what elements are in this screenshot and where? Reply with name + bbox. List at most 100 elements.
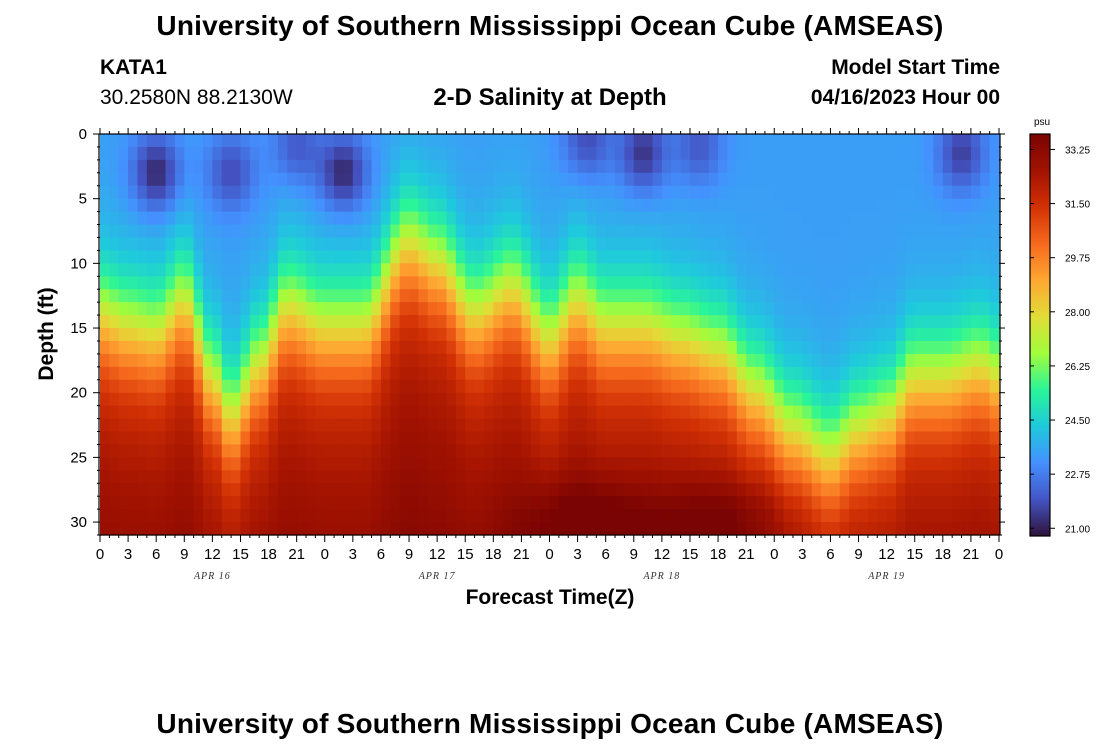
heatmap-cell (380, 146, 391, 161)
colorbar-tick-label: 24.50 (1065, 416, 1090, 427)
heatmap-cell (530, 457, 541, 471)
heatmap-cell (783, 431, 794, 446)
heatmap-cell (577, 159, 588, 174)
heatmap-cell (334, 496, 345, 510)
heatmap-cell (174, 224, 185, 239)
heatmap-cell (437, 263, 448, 277)
heatmap-cell (427, 444, 438, 458)
heatmap-cell (624, 289, 635, 303)
heatmap-cell (699, 496, 710, 510)
heatmap-cell (174, 276, 185, 290)
heatmap-cell (437, 522, 448, 536)
heatmap-cell (521, 340, 532, 355)
heatmap-cell (465, 366, 476, 381)
heatmap-cell (549, 457, 560, 471)
heatmap-cell (718, 211, 729, 226)
heatmap-cell (287, 444, 298, 458)
heatmap-cell (455, 379, 466, 394)
heatmap-cell (802, 457, 813, 471)
heatmap-cell (736, 522, 747, 536)
heatmap-cell (259, 146, 270, 161)
heatmap-cell (446, 444, 457, 458)
heatmap-cell (558, 366, 569, 381)
heatmap-cell (989, 302, 1000, 316)
heatmap-cell (156, 250, 167, 264)
heatmap-cell (858, 211, 869, 226)
heatmap-cell (989, 263, 1000, 277)
heatmap-cell (989, 509, 1000, 523)
heatmap-cell (933, 405, 944, 420)
heatmap-cell (942, 302, 953, 316)
heatmap-cell (174, 198, 185, 213)
heatmap-cell (277, 470, 288, 484)
x-tick-label: 21 (288, 546, 305, 563)
station-coords: 30.2580N 88.2130W (100, 86, 293, 109)
heatmap-cell (811, 496, 822, 510)
heatmap-cell (774, 470, 785, 484)
heatmap-cell (774, 522, 785, 536)
heatmap-cell (259, 159, 270, 174)
heatmap-cell (989, 134, 1000, 148)
heatmap-cell (221, 211, 232, 226)
heatmap-cell (446, 353, 457, 368)
heatmap-cell (146, 263, 157, 277)
heatmap-cell (821, 198, 832, 213)
heatmap-cell (615, 509, 626, 523)
heatmap-cell (465, 328, 476, 342)
heatmap-cell (128, 211, 139, 226)
heatmap-cell (802, 483, 813, 497)
heatmap-cell (380, 496, 391, 510)
heatmap-cell (689, 353, 700, 368)
heatmap-cell (240, 315, 251, 329)
heatmap-cell (409, 509, 419, 523)
heatmap-cell (437, 418, 448, 433)
heatmap-cell (427, 159, 438, 174)
heatmap-cell (483, 315, 494, 329)
heatmap-cell (577, 289, 588, 303)
heatmap-cell (839, 250, 850, 264)
x-tick-label: 3 (124, 546, 132, 563)
heatmap-cell (231, 418, 242, 433)
heatmap-cell (980, 405, 991, 420)
heatmap-cell (895, 496, 906, 510)
heatmap-cell (287, 302, 298, 316)
heatmap-cell (437, 340, 448, 355)
heatmap-cell (521, 263, 532, 277)
heatmap-cell (203, 418, 213, 433)
heatmap-cell (455, 276, 466, 290)
heatmap-cell (493, 224, 504, 239)
heatmap-cell (727, 444, 738, 458)
heatmap-cell (380, 340, 391, 355)
heatmap-cell (512, 134, 522, 148)
heatmap-cell (259, 496, 270, 510)
heatmap-cell (249, 302, 260, 316)
heatmap-cell (633, 328, 644, 342)
heatmap-cell (633, 522, 644, 536)
heatmap-cell (633, 237, 644, 252)
heatmap-cell (549, 146, 560, 161)
heatmap-cell (839, 470, 850, 484)
x-tick-label: 21 (963, 546, 980, 563)
heatmap-cell (128, 392, 139, 407)
heatmap-cell (174, 185, 185, 200)
heatmap-cell (970, 159, 981, 174)
heatmap-cell (455, 522, 466, 536)
heatmap-cell (568, 470, 579, 484)
heatmap-cell (849, 470, 860, 484)
heatmap-cell (343, 198, 354, 213)
heatmap-cell (409, 366, 419, 381)
heatmap-cell (811, 431, 822, 446)
heatmap-cell (568, 276, 579, 290)
heatmap-cell (203, 496, 213, 510)
heatmap-cell (568, 146, 579, 161)
heatmap-cell (137, 250, 148, 264)
heatmap-cell (727, 198, 738, 213)
heatmap-cell (418, 276, 429, 290)
heatmap-cell (502, 392, 513, 407)
heatmap-cell (146, 418, 157, 433)
heatmap-cell (952, 224, 963, 239)
heatmap-cell (802, 470, 813, 484)
heatmap-cell (343, 250, 354, 264)
heatmap-cell (399, 237, 410, 252)
heatmap-cell (409, 276, 419, 290)
